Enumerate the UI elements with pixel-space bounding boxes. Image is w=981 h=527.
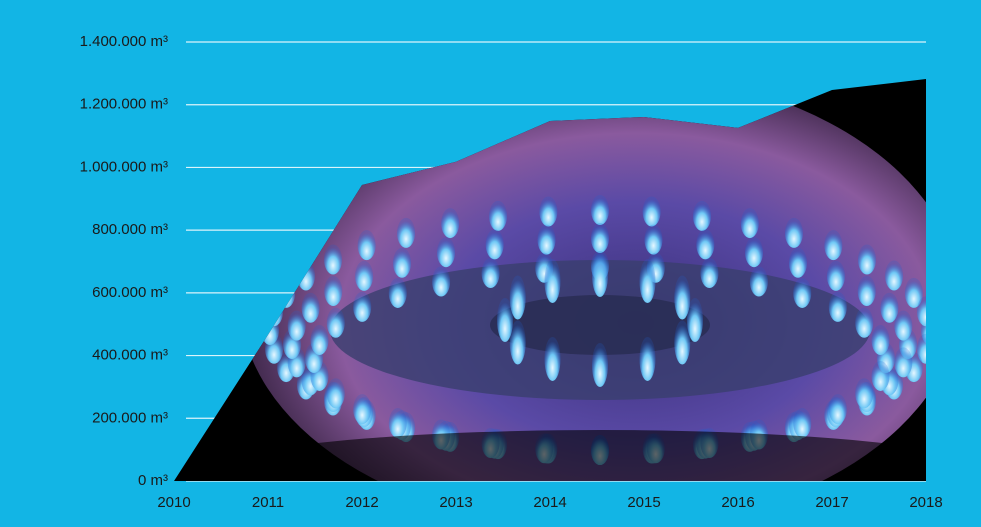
x-tick-label: 2013 xyxy=(439,494,472,511)
flame xyxy=(640,337,656,381)
y-tick-label: 600.000 m³ xyxy=(92,284,168,301)
flame xyxy=(885,261,903,291)
flame xyxy=(640,259,656,303)
flame xyxy=(486,229,504,259)
flame xyxy=(643,196,661,226)
flame xyxy=(393,248,411,278)
flame xyxy=(793,408,811,438)
y-tick-label: 200.000 m³ xyxy=(92,409,168,426)
flame xyxy=(917,296,935,326)
flame xyxy=(297,261,315,291)
y-tick-label: 1.200.000 m³ xyxy=(80,96,168,113)
flame xyxy=(545,337,561,381)
x-tick-label: 2015 xyxy=(627,494,660,511)
flame xyxy=(858,276,876,306)
flame xyxy=(793,278,811,308)
flame xyxy=(872,325,890,355)
flame xyxy=(592,253,608,297)
flame xyxy=(437,237,455,267)
flame xyxy=(538,225,556,255)
flame xyxy=(545,259,561,303)
flame xyxy=(741,208,759,238)
flame xyxy=(510,276,526,320)
flame xyxy=(785,218,803,248)
y-tick-label: 400.000 m³ xyxy=(92,347,168,364)
flame xyxy=(858,244,876,274)
y-tick-label: 0 m³ xyxy=(138,472,168,489)
flame xyxy=(327,308,345,338)
flame xyxy=(591,223,609,253)
y-tick-label: 1.400.000 m³ xyxy=(80,33,168,50)
flame xyxy=(355,261,373,291)
flame xyxy=(482,258,500,288)
chart: 0 m³ 200.000 m³ 400.000 m³ 600.000 m³ 800.00… xyxy=(0,0,981,527)
flame xyxy=(389,408,407,438)
flame xyxy=(441,208,459,238)
flame xyxy=(827,261,845,291)
flame xyxy=(591,195,609,225)
flame xyxy=(310,325,328,355)
x-tick-label: 2011 xyxy=(252,494,284,511)
flame xyxy=(592,343,608,387)
flame xyxy=(894,311,912,341)
x-tick-label: 2017 xyxy=(815,494,848,511)
flame xyxy=(745,237,763,267)
flame xyxy=(872,361,890,391)
flame xyxy=(829,394,847,424)
y-tick-label: 1.000.000 m³ xyxy=(80,158,168,175)
flame xyxy=(489,201,507,231)
flame xyxy=(358,230,376,260)
x-tick-label: 2016 xyxy=(721,494,754,511)
x-tick-label: 2014 xyxy=(533,494,566,511)
flame xyxy=(327,378,345,408)
flame xyxy=(674,276,690,320)
y-tick-label: 800.000 m³ xyxy=(92,221,168,238)
flame xyxy=(324,276,342,306)
flame xyxy=(855,308,873,338)
flame xyxy=(353,394,371,424)
flame xyxy=(389,278,407,308)
flame xyxy=(302,293,320,323)
flame xyxy=(824,230,842,260)
flame xyxy=(789,248,807,278)
flame xyxy=(397,218,415,248)
page: {"chart_data": { "type": "area", "x": [2… xyxy=(0,0,981,527)
flame xyxy=(644,225,662,255)
flame xyxy=(693,201,711,231)
flame xyxy=(265,296,283,326)
flame xyxy=(674,321,690,365)
flame xyxy=(324,244,342,274)
flame xyxy=(261,315,279,345)
flame xyxy=(696,229,714,259)
x-tick-label: 2010 xyxy=(157,494,190,511)
flame xyxy=(539,196,557,226)
x-tick-label: 2012 xyxy=(345,494,378,511)
flame xyxy=(700,258,718,288)
flame xyxy=(750,267,768,297)
x-tick-label: 2018 xyxy=(909,494,942,511)
flame xyxy=(829,292,847,322)
flame xyxy=(432,267,450,297)
flame xyxy=(353,292,371,322)
flame xyxy=(855,378,873,408)
